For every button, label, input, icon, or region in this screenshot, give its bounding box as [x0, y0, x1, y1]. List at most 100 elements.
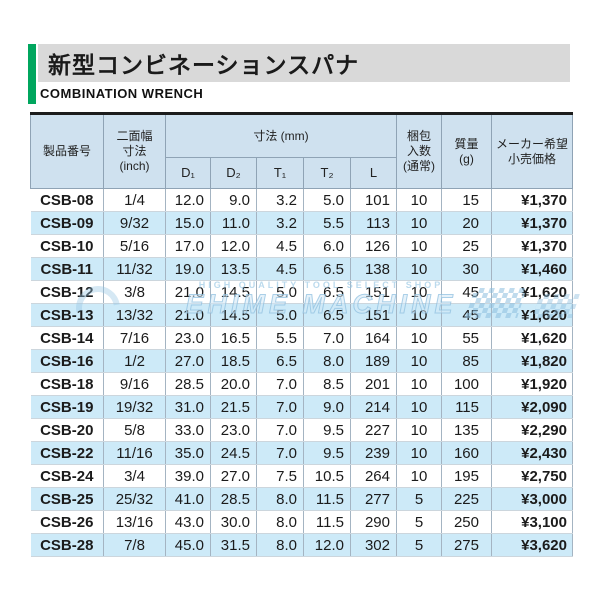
- table-row: CSB-19 19/32 31.0 21.5 7.0 9.0 214 10 115 ¥2,090: [30, 395, 573, 419]
- d1-cell: 43.0: [165, 510, 211, 534]
- length-cell: 164: [350, 326, 397, 350]
- pack-quantity-cell: 10: [396, 464, 442, 488]
- header-pack-quantity: 梱包 入数 (通常): [396, 113, 442, 189]
- table-row: CSB-26 13/16 43.0 30.0 8.0 11.5 290 5 250 ¥3,100: [30, 510, 573, 534]
- mass-cell: 45: [441, 303, 492, 327]
- pack-quantity-cell: 10: [396, 395, 442, 419]
- pack-quantity-cell: 10: [396, 349, 442, 373]
- product-code-cell: CSB-08: [30, 188, 104, 212]
- t2-cell: 9.5: [303, 441, 351, 465]
- table-row: CSB-12 3/8 21.0 14.5 5.0 6.5 151 10 45 ¥1,620: [30, 280, 573, 304]
- mass-cell: 250: [441, 510, 492, 534]
- product-code-cell: CSB-12: [30, 280, 104, 304]
- header-t2: T₂: [303, 157, 351, 189]
- d2-cell: 31.5: [210, 533, 257, 557]
- t1-cell: 4.5: [256, 257, 304, 281]
- mass-cell: 30: [441, 257, 492, 281]
- price-cell: ¥1,370: [491, 211, 573, 235]
- price-cell: ¥2,430: [491, 441, 573, 465]
- width-inch-cell: 7/16: [103, 326, 166, 350]
- product-code-cell: CSB-13: [30, 303, 104, 327]
- product-code-cell: CSB-16: [30, 349, 104, 373]
- price-cell: ¥1,920: [491, 372, 573, 396]
- t1-cell: 7.0: [256, 441, 304, 465]
- length-cell: 126: [350, 234, 397, 258]
- pack-quantity-cell: 10: [396, 280, 442, 304]
- price-cell: ¥1,820: [491, 349, 573, 373]
- width-inch-cell: 7/8: [103, 533, 166, 557]
- header-width-inch: 二面幅 寸法 (inch): [103, 113, 166, 189]
- d1-cell: 45.0: [165, 533, 211, 557]
- width-inch-cell: 5/16: [103, 234, 166, 258]
- pack-quantity-cell: 10: [396, 418, 442, 442]
- d2-cell: 23.0: [210, 418, 257, 442]
- t1-cell: 7.0: [256, 372, 304, 396]
- mass-cell: 135: [441, 418, 492, 442]
- table-row: CSB-24 3/4 39.0 27.0 7.5 10.5 264 10 195 ¥2,750: [30, 464, 573, 488]
- d1-cell: 12.0: [165, 188, 211, 212]
- t1-cell: 3.2: [256, 188, 304, 212]
- price-cell: ¥1,620: [491, 303, 573, 327]
- t2-cell: 6.5: [303, 257, 351, 281]
- product-code-cell: CSB-11: [30, 257, 104, 281]
- t2-cell: 8.5: [303, 372, 351, 396]
- width-inch-cell: 13/16: [103, 510, 166, 534]
- header-dimensions-mm: 寸法 (mm): [165, 113, 397, 158]
- table-row: CSB-08 1/4 12.0 9.0 3.2 5.0 101 10 15 ¥1,370: [30, 188, 573, 212]
- width-inch-cell: 9/32: [103, 211, 166, 235]
- d1-cell: 21.0: [165, 303, 211, 327]
- length-cell: 101: [350, 188, 397, 212]
- width-inch-cell: 25/32: [103, 487, 166, 511]
- d1-cell: 41.0: [165, 487, 211, 511]
- length-cell: 151: [350, 280, 397, 304]
- mass-cell: 15: [441, 188, 492, 212]
- d2-cell: 12.0: [210, 234, 257, 258]
- d1-cell: 39.0: [165, 464, 211, 488]
- product-code-cell: CSB-22: [30, 441, 104, 465]
- mass-cell: 20: [441, 211, 492, 235]
- pack-quantity-cell: 10: [396, 372, 442, 396]
- d1-cell: 35.0: [165, 441, 211, 465]
- width-inch-cell: 3/8: [103, 280, 166, 304]
- t1-cell: 8.0: [256, 533, 304, 557]
- length-cell: 227: [350, 418, 397, 442]
- table-row: CSB-10 5/16 17.0 12.0 4.5 6.0 126 10 25 ¥1,370: [30, 234, 573, 258]
- page-subtitle: COMBINATION WRENCH: [40, 86, 204, 101]
- t2-cell: 8.0: [303, 349, 351, 373]
- length-cell: 151: [350, 303, 397, 327]
- length-cell: 138: [350, 257, 397, 281]
- t2-cell: 6.5: [303, 303, 351, 327]
- length-cell: 290: [350, 510, 397, 534]
- width-inch-cell: 11/32: [103, 257, 166, 281]
- t2-cell: 6.0: [303, 234, 351, 258]
- product-code-cell: CSB-14: [30, 326, 104, 350]
- t1-cell: 7.0: [256, 395, 304, 419]
- width-inch-cell: 5/8: [103, 418, 166, 442]
- d2-cell: 18.5: [210, 349, 257, 373]
- product-code-cell: CSB-20: [30, 418, 104, 442]
- width-inch-cell: 1/4: [103, 188, 166, 212]
- header-retail-price: メーカー希望 小売価格: [491, 113, 573, 189]
- t2-cell: 11.5: [303, 510, 351, 534]
- mass-cell: 55: [441, 326, 492, 350]
- product-code-cell: CSB-24: [30, 464, 104, 488]
- d2-cell: 28.5: [210, 487, 257, 511]
- t2-cell: 7.0: [303, 326, 351, 350]
- product-code-cell: CSB-18: [30, 372, 104, 396]
- length-cell: 189: [350, 349, 397, 373]
- t2-cell: 12.0: [303, 533, 351, 557]
- mass-cell: 225: [441, 487, 492, 511]
- price-cell: ¥2,750: [491, 464, 573, 488]
- title-accent-bar: [28, 44, 36, 104]
- price-cell: ¥1,370: [491, 188, 573, 212]
- mass-cell: 195: [441, 464, 492, 488]
- length-cell: 113: [350, 211, 397, 235]
- product-code-cell: CSB-28: [30, 533, 104, 557]
- t1-cell: 5.0: [256, 280, 304, 304]
- page-title: 新型コンビネーションスパナ: [48, 52, 360, 78]
- width-inch-cell: 3/4: [103, 464, 166, 488]
- d1-cell: 27.0: [165, 349, 211, 373]
- length-cell: 214: [350, 395, 397, 419]
- d2-cell: 16.5: [210, 326, 257, 350]
